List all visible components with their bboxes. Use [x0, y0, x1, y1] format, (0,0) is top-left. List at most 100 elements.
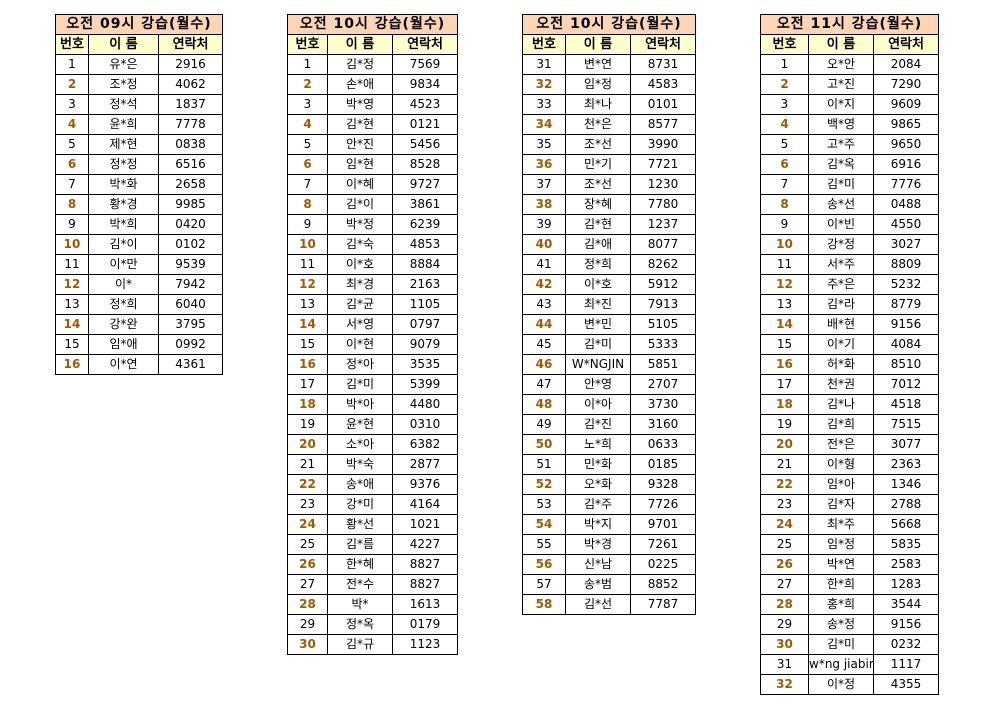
cell-number[interactable]: 43	[522, 294, 566, 315]
cell-name[interactable]: 송*애	[327, 474, 393, 495]
cell-contact[interactable]: 5399	[391, 374, 459, 395]
cell-name[interactable]: 김*선	[565, 594, 631, 615]
cell-contact[interactable]: 2707	[629, 374, 697, 395]
cell-contact[interactable]: 9079	[391, 334, 459, 355]
cell-name[interactable]: 소*아	[327, 434, 393, 455]
cell-number[interactable]: 10	[287, 234, 328, 255]
cell-contact[interactable]: 8827	[391, 554, 459, 575]
cell-contact[interactable]: 5668	[872, 514, 940, 535]
cell-number[interactable]: 15	[760, 334, 809, 355]
cell-number[interactable]: 19	[760, 414, 809, 435]
cell-contact[interactable]: 3730	[629, 394, 697, 415]
cell-name[interactable]: 김*규	[327, 634, 393, 655]
cell-contact[interactable]: 9328	[629, 474, 697, 495]
cell-contact[interactable]: 4583	[629, 74, 697, 95]
cell-contact[interactable]: 9376	[391, 474, 459, 495]
cell-contact[interactable]: 5105	[629, 314, 697, 335]
cell-number[interactable]: 27	[287, 574, 328, 595]
cell-name[interactable]: 정*석	[88, 94, 159, 115]
cell-name[interactable]: 이*기	[808, 334, 874, 355]
cell-name[interactable]: 홍*희	[808, 594, 874, 615]
cell-name[interactable]: 박*화	[88, 174, 159, 195]
cell-contact[interactable]: 6916	[872, 154, 940, 175]
cell-contact[interactable]: 0633	[629, 434, 697, 455]
cell-number[interactable]: 22	[287, 474, 328, 495]
cell-contact[interactable]: 9156	[872, 314, 940, 335]
cell-number[interactable]: 55	[522, 534, 566, 555]
cell-number[interactable]: 7	[55, 174, 89, 195]
cell-name[interactable]: 김*미	[808, 174, 874, 195]
cell-contact[interactable]: 4355	[872, 674, 940, 695]
cell-number[interactable]: 18	[760, 394, 809, 415]
cell-name[interactable]: 유*은	[88, 54, 159, 75]
cell-contact[interactable]: 0310	[391, 414, 459, 435]
cell-number[interactable]: 8	[287, 194, 328, 215]
cell-number[interactable]: 5	[55, 134, 89, 155]
cell-number[interactable]: 15	[55, 334, 89, 355]
cell-contact[interactable]: 0797	[391, 314, 459, 335]
cell-contact[interactable]: 0101	[629, 94, 697, 115]
cell-name[interactable]: 김*미	[808, 634, 874, 655]
cell-contact[interactable]: 6382	[391, 434, 459, 455]
cell-contact[interactable]: 1613	[391, 594, 459, 615]
cell-number[interactable]: 18	[287, 394, 328, 415]
cell-contact[interactable]: 0102	[157, 234, 224, 255]
cell-name[interactable]: 박*숙	[327, 454, 393, 475]
cell-contact[interactable]: 7726	[629, 494, 697, 515]
cell-name[interactable]: 오*안	[808, 54, 874, 75]
cell-contact[interactable]: 7515	[872, 414, 940, 435]
cell-name[interactable]: 제*현	[88, 134, 159, 155]
cell-contact[interactable]: 1346	[872, 474, 940, 495]
cell-number[interactable]: 22	[760, 474, 809, 495]
cell-name[interactable]: 윤*현	[327, 414, 393, 435]
cell-contact[interactable]: 2658	[157, 174, 224, 195]
cell-name[interactable]: 변*민	[565, 314, 631, 335]
cell-number[interactable]: 28	[287, 594, 328, 615]
cell-name[interactable]: 김*옥	[808, 154, 874, 175]
cell-contact[interactable]: 8510	[872, 354, 940, 375]
cell-name[interactable]: 이*현	[327, 334, 393, 355]
cell-name[interactable]: 박*경	[565, 534, 631, 555]
cell-contact[interactable]: 1105	[391, 294, 459, 315]
cell-name[interactable]: 김*이	[88, 234, 159, 255]
cell-contact[interactable]: 9701	[629, 514, 697, 535]
cell-name[interactable]: 서*영	[327, 314, 393, 335]
cell-contact[interactable]: 7780	[629, 194, 697, 215]
cell-number[interactable]: 2	[55, 74, 89, 95]
cell-name[interactable]: 김*나	[808, 394, 874, 415]
cell-name[interactable]: 민*기	[565, 154, 631, 175]
cell-contact[interactable]: 5835	[872, 534, 940, 555]
cell-number[interactable]: 40	[522, 234, 566, 255]
cell-contact[interactable]: 8577	[629, 114, 697, 135]
cell-number[interactable]: 42	[522, 274, 566, 295]
cell-name[interactable]: 강*완	[88, 314, 159, 335]
cell-number[interactable]: 11	[55, 254, 89, 275]
cell-contact[interactable]: 9865	[872, 114, 940, 135]
cell-contact[interactable]: 8809	[872, 254, 940, 275]
cell-contact[interactable]: 3795	[157, 314, 224, 335]
cell-number[interactable]: 30	[760, 634, 809, 655]
cell-number[interactable]: 14	[55, 314, 89, 335]
cell-name[interactable]: 이*호	[327, 254, 393, 275]
cell-name[interactable]: 김*름	[327, 534, 393, 555]
cell-contact[interactable]: 6239	[391, 214, 459, 235]
cell-name[interactable]: 신*남	[565, 554, 631, 575]
cell-name[interactable]: 정*정	[88, 154, 159, 175]
cell-number[interactable]: 25	[287, 534, 328, 555]
cell-number[interactable]: 9	[55, 214, 89, 235]
cell-number[interactable]: 15	[287, 334, 328, 355]
cell-number[interactable]: 50	[522, 434, 566, 455]
cell-name[interactable]: 이*형	[808, 454, 874, 475]
cell-number[interactable]: 10	[55, 234, 89, 255]
cell-number[interactable]: 49	[522, 414, 566, 435]
cell-contact[interactable]: 2163	[391, 274, 459, 295]
cell-number[interactable]: 6	[760, 154, 809, 175]
cell-number[interactable]: 19	[287, 414, 328, 435]
cell-number[interactable]: 9	[760, 214, 809, 235]
cell-number[interactable]: 17	[287, 374, 328, 395]
cell-number[interactable]: 11	[760, 254, 809, 275]
cell-number[interactable]: 45	[522, 334, 566, 355]
cell-number[interactable]: 12	[760, 274, 809, 295]
cell-name[interactable]: 최*나	[565, 94, 631, 115]
cell-number[interactable]: 31	[522, 54, 566, 75]
